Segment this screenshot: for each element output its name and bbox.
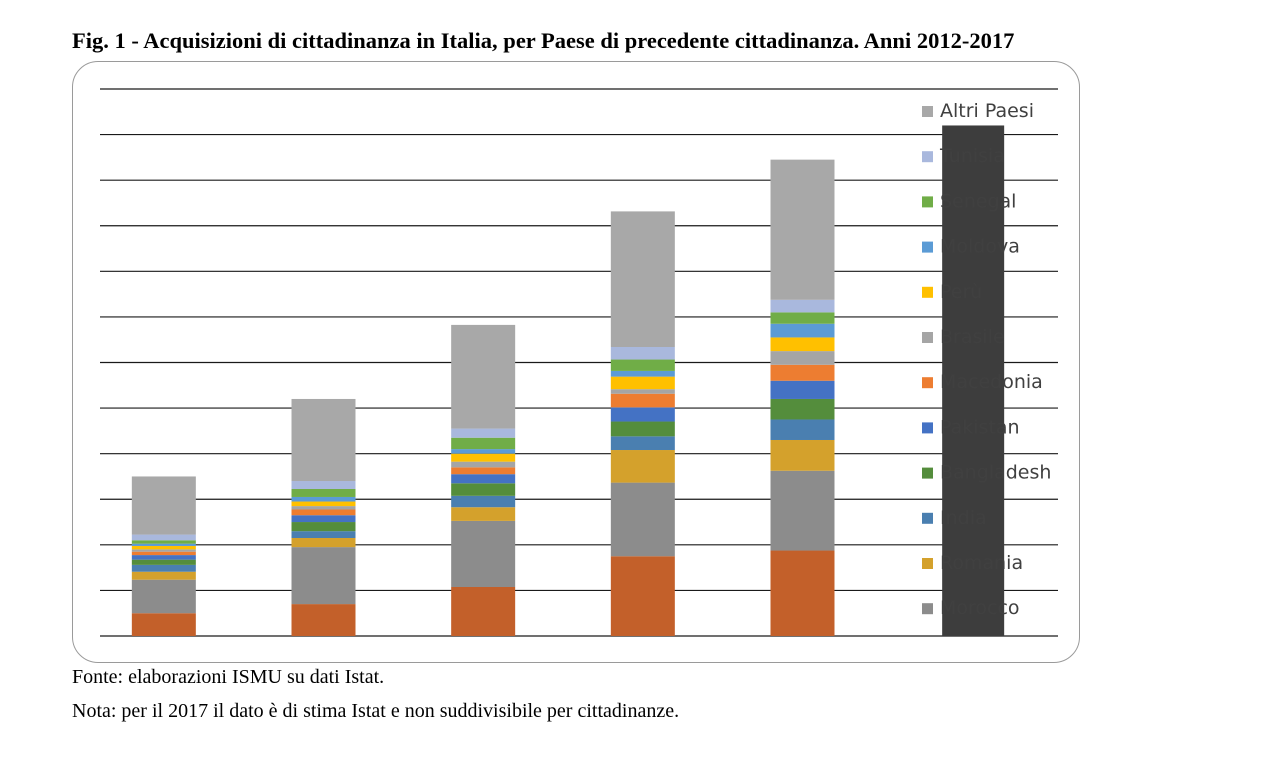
bar-segment-moldova-2013 <box>291 496 356 502</box>
legend-label-brasile: Brasile <box>940 326 1005 348</box>
legend-label-moldova: Moldova <box>940 236 1020 258</box>
chart-frame: Altri Paesi Tunisia Senegal Moldova Perù Bras… <box>72 61 1080 663</box>
bar-segment-india-2014 <box>451 495 516 508</box>
bar-segment-india-2015 <box>610 436 675 451</box>
bar-segment-morocco-2012 <box>131 579 196 614</box>
bar-segment-morocco-2014 <box>451 520 516 587</box>
bar-segment-perù-2015 <box>610 376 675 390</box>
bar-segment-romania-2014 <box>451 507 516 521</box>
bar-segment-brasile-2016 <box>770 351 835 365</box>
bar-segment-tunisia-2014 <box>451 428 516 438</box>
bar-segment-morocco-2016 <box>770 470 835 551</box>
bar-segment-moldova-2015 <box>610 370 675 377</box>
legend-label-perù: Perù <box>940 281 982 303</box>
figure-title: Fig. 1 - Acquisizioni di cittadinanza in… <box>72 28 1015 53</box>
bar-segment-base-2015 <box>610 556 675 636</box>
bar-segment-pakistan-2015 <box>610 407 675 422</box>
legend-swatch-romania <box>922 558 933 569</box>
bar-segment-senegal-2015 <box>610 359 675 371</box>
bar-segment-perù-2013 <box>291 501 356 507</box>
bar-segment-macedonia-2016 <box>770 364 835 381</box>
footnote: Nota: per il 2017 il dato è di stima Ist… <box>72 700 680 722</box>
legend-label-india: India <box>940 507 987 529</box>
bar-segment-senegal-2013 <box>291 488 356 497</box>
source-note: Fonte: elaborazioni ISMU su dati Istat. <box>72 666 385 688</box>
bar-segment-india-2016 <box>770 419 835 440</box>
bar-segment-brasile-2013 <box>291 506 356 510</box>
bar-segment-perù-2016 <box>770 337 835 352</box>
legend-swatch-pakistan <box>922 422 933 434</box>
bar-segment-macedonia-2015 <box>610 393 675 408</box>
bar-segment-senegal-2012 <box>131 540 196 544</box>
bar-segment-perù-2012 <box>131 545 196 550</box>
bar-segment-macedonia-2012 <box>131 551 196 556</box>
bar-segment-altri-paesi-2015 <box>610 211 675 348</box>
bar-segment-brasile-2014 <box>451 461 516 468</box>
legend-label-macedonia: Macedonia <box>940 371 1043 393</box>
bar-segment-bangladesh-2013 <box>291 522 356 532</box>
bar-segment-bangladesh-2014 <box>451 483 516 496</box>
bar-segment-moldova-2012 <box>131 543 196 546</box>
bar-segment-pakistan-2013 <box>291 515 356 523</box>
legend-label-senegal: Senegal <box>940 190 1016 212</box>
bar-segment-base-2013 <box>291 604 356 636</box>
legend-label-pakistan: Pakistan <box>940 416 1020 438</box>
bar-segment-moldova-2014 <box>451 449 516 454</box>
bar-segment-morocco-2015 <box>610 482 675 557</box>
legend-swatch-bangladesh <box>922 467 933 479</box>
bar-segment-india-2012 <box>131 564 196 572</box>
bar-segment-altri-paesi-2013 <box>291 398 356 482</box>
bar-total-2017 <box>942 125 1005 636</box>
bar-segment-romania-2012 <box>131 571 196 580</box>
bar-segment-tunisia-2013 <box>291 481 356 489</box>
bar-segment-altri-paesi-2014 <box>451 324 516 429</box>
bar-segment-pakistan-2016 <box>770 380 835 399</box>
legend-swatch-india <box>922 512 933 524</box>
legend-swatch-tunisia <box>922 151 933 163</box>
bar-segment-tunisia-2015 <box>610 347 675 360</box>
bar-segment-altri-paesi-2016 <box>770 159 835 300</box>
legend-swatch-perù <box>922 286 933 298</box>
bar-segment-romania-2016 <box>770 439 835 471</box>
bar-segment-base-2014 <box>451 586 516 636</box>
bar-segment-india-2013 <box>291 531 356 538</box>
legend-swatch-senegal <box>922 196 933 208</box>
legend-label-romania: Romania <box>940 552 1023 574</box>
bar-segment-brasile-2015 <box>610 389 675 394</box>
legend-swatch-altri-paesi <box>922 106 933 117</box>
bar-segment-tunisia-2016 <box>770 299 835 313</box>
legend-swatch-macedonia <box>922 377 933 389</box>
bar-segment-macedonia-2013 <box>291 509 356 516</box>
bar-segment-base-2016 <box>770 550 835 636</box>
bar-segment-bangladesh-2012 <box>131 559 196 565</box>
bar-segment-senegal-2016 <box>770 312 835 324</box>
bar-segment-romania-2015 <box>610 450 675 483</box>
bar-segment-morocco-2013 <box>291 547 356 605</box>
legend-swatch-morocco <box>922 603 933 615</box>
bar-segment-moldova-2016 <box>770 323 835 338</box>
bar-segment-tunisia-2012 <box>131 534 196 541</box>
bar-segment-pakistan-2012 <box>131 555 196 560</box>
bar-segment-base-2012 <box>131 613 196 636</box>
bar-segment-brasile-2012 <box>131 549 196 552</box>
bar-segment-senegal-2014 <box>451 437 516 450</box>
bar-segment-bangladesh-2015 <box>610 421 675 437</box>
legend-label-morocco: Morocco <box>940 597 1020 619</box>
legend-swatch-moldova <box>922 241 933 253</box>
legend-label-bangladesh: Bangladesh <box>940 462 1051 484</box>
legend-label-altri-paesi: Altri Paesi <box>940 100 1034 122</box>
bar-segment-altri-paesi-2012 <box>131 476 196 535</box>
stacked-bar-chart: Altri Paesi Tunisia Senegal Moldova Perù Bras… <box>100 88 1058 637</box>
bar-segment-bangladesh-2016 <box>770 398 835 420</box>
bar-segment-macedonia-2014 <box>451 467 516 475</box>
legend-label-tunisia: Tunisia <box>939 145 1005 167</box>
legend-swatch-brasile <box>922 332 933 343</box>
bar-segment-romania-2013 <box>291 537 356 548</box>
bar-segment-pakistan-2014 <box>451 474 516 484</box>
bar-segment-perù-2014 <box>451 453 516 462</box>
